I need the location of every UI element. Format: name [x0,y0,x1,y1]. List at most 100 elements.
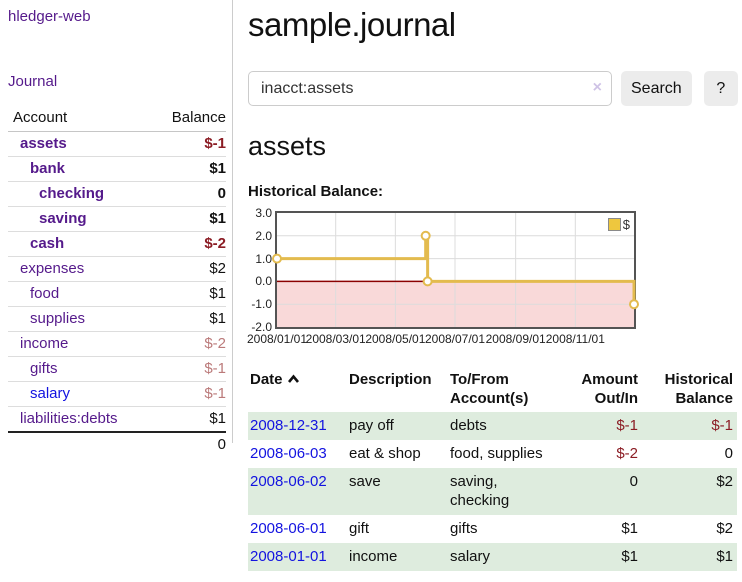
account-row: supplies $1 [8,306,226,332]
transaction-amount: $1 [621,548,638,565]
transaction-row: 2008-06-03 eat & shop food, supplies $-2… [248,440,737,468]
chart-heading: Historical Balance: [248,183,384,200]
y-tick-label: 0.0 [255,274,272,289]
transaction-row: 2008-01-01 income salary $1 $1 [248,543,737,571]
sidebar-item-journal[interactable]: Journal [8,73,58,90]
account-link-assets[interactable]: assets [20,135,67,152]
account-balance: $1 [149,306,226,332]
transaction-accounts: debts [450,417,487,434]
account-row: cash $-2 [8,231,226,257]
description-column-header: Description [349,371,432,388]
transaction-amount: 0 [629,473,638,490]
account-link-expenses[interactable]: expenses [20,260,85,277]
account-row: bank $1 [8,156,226,182]
account-balance: $-1 [149,356,226,382]
balance-column-header: Historical Balance [664,371,733,407]
register-header-row: Date Description To/From Account(s) Amoun… [248,368,737,412]
search-help-button[interactable]: ? [703,71,738,106]
sidebar: hledger-web Journal Account Balance asse… [0,0,233,457]
y-tick-label: 1.0 [255,251,272,266]
x-tick-label: 2008/01/01 [246,332,308,346]
transaction-description: gift [349,520,370,537]
transaction-date-link[interactable]: 2008-06-03 [250,445,327,462]
account-row: food $1 [8,281,226,307]
chart-series [272,213,639,327]
chart-legend: $ [607,217,630,232]
y-tick-label: -2.0 [251,320,272,334]
y-tick-label: 3.0 [255,206,272,220]
y-tick-label: 2.0 [255,228,272,243]
account-balance: $-1 [149,381,226,407]
account-balance: 0 [149,181,226,207]
account-balance: $-1 [149,131,226,157]
transaction-date-link[interactable]: 2008-01-01 [250,548,327,565]
transaction-balance: $2 [716,473,733,490]
transaction-date-link[interactable]: 2008-12-31 [250,417,327,434]
account-link-supplies[interactable]: supplies [30,310,86,327]
transaction-balance: $2 [716,520,733,537]
page-title: sample.journal [248,6,456,43]
transaction-amount: $1 [621,520,638,537]
transaction-description: income [349,548,398,565]
transaction-amount: $-2 [616,445,638,462]
account-row: assets $-1 [8,131,226,157]
accounts-header-row: Account Balance [8,106,226,132]
accounts-table: Account Balance assets $-1 bank $1 checkin… [8,106,226,457]
account-row: income $-2 [8,331,226,357]
account-balance: $1 [149,156,226,182]
account-link-saving[interactable]: saving [39,210,87,227]
account-row: salary $-1 [8,381,226,407]
account-balance: $-2 [149,231,226,257]
register-table: Date Description To/From Account(s) Amoun… [248,368,737,571]
transaction-balance: $1 [716,548,733,565]
search-form: × Search ? [248,71,738,106]
balance-column-header: Balance [149,106,226,132]
account-row: gifts $-1 [8,356,226,382]
chart-plot-area: $ [272,211,639,329]
y-tick-label: -1.0 [251,297,272,312]
account-link-income[interactable]: income [20,335,69,352]
account-page-title: assets [248,131,327,161]
search-button[interactable]: Search [621,71,692,106]
transaction-balance: $-1 [711,417,733,434]
accounts-total-row: 0 [8,431,226,457]
legend-label: $ [622,217,630,232]
account-row: saving $1 [8,206,226,232]
legend-swatch-icon [607,218,621,231]
account-link-cash[interactable]: cash [30,235,65,252]
transaction-accounts: salary [450,548,491,565]
transaction-description: eat & shop [349,445,421,462]
transaction-accounts: saving, checking [450,473,510,509]
transaction-row: 2008-06-02 save saving, checking 0 $2 [248,468,737,515]
accounts-total-value: 0 [149,431,226,457]
account-balance: $1 [149,206,226,232]
amount-column-header: Amount Out/In [581,371,638,407]
transaction-date-link[interactable]: 2008-06-01 [250,520,327,537]
account-link-checking[interactable]: checking [39,185,105,202]
app-brand-link[interactable]: hledger-web [8,8,91,25]
historical-balance-chart: $ 3.0 2.0 1.0 0.0 -1.0 -2.0 2008/01/01 2008/03/… [247,206,738,351]
account-row: expenses $2 [8,256,226,282]
main-content: sample.journal × Search ? assets Histori… [247,0,738,571]
account-balance: $2 [149,256,226,282]
x-tick-label: 2008/03/01 [305,332,366,346]
transaction-description: save [349,473,381,490]
transaction-balance: 0 [724,445,733,462]
transaction-date-link[interactable]: 2008-06-02 [250,473,327,490]
account-row: checking 0 [8,181,226,207]
account-link-bank[interactable]: bank [30,160,66,177]
transaction-description: pay off [349,417,394,434]
clear-search-icon[interactable]: × [592,79,602,96]
transaction-amount: $-1 [616,417,638,434]
account-balance: $-2 [149,331,226,357]
account-link-food[interactable]: food [30,285,60,302]
accounts-column-header: To/From Account(s) [450,371,529,407]
account-link-salary[interactable]: salary [30,385,71,402]
search-input[interactable] [248,71,612,106]
x-tick-label: 2008/05/01 [365,332,426,346]
account-link-liabilities-debts[interactable]: liabilities:debts [20,410,118,427]
account-row: liabilities:debts $1 [8,406,226,433]
account-balance: $1 [149,281,226,307]
date-column-header[interactable]: Date [248,368,347,412]
account-link-gifts[interactable]: gifts [30,360,58,377]
